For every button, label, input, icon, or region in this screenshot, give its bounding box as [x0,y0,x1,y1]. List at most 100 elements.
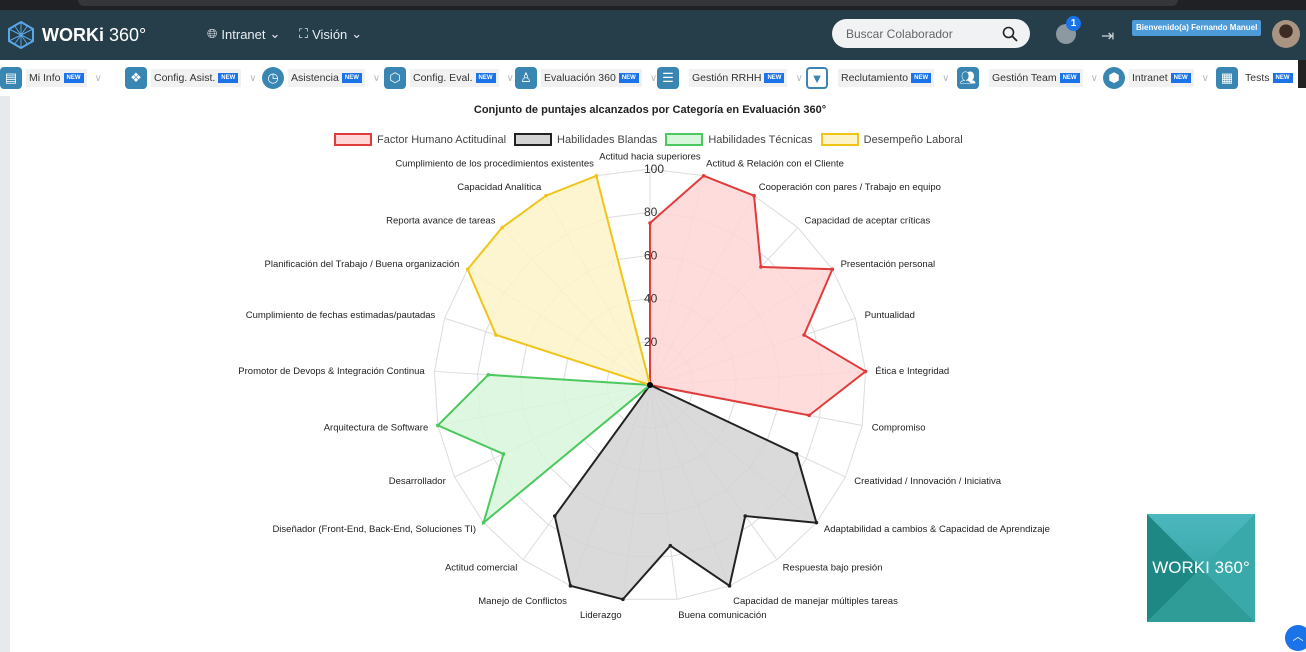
new-badge: NEW [475,73,496,83]
axis-label: Capacidad de aceptar críticas [805,215,931,226]
nav-item-gestion-team[interactable]: 👥︎ Gestión Team NEW ∨ [957,66,1098,90]
data-point [544,193,548,198]
data-point [552,514,557,518]
stack-icon: ☰ [657,67,679,89]
chevron-down-icon[interactable]: ∨ [1201,72,1209,84]
nav-item-config-asist[interactable]: ❖ Config. Asist. NEW ∨ [125,66,257,90]
nav-item-label: Config. Eval. NEW [410,69,499,87]
data-point [759,265,763,269]
data-point [501,452,506,456]
nav-item-label: Tests NEW [1242,69,1296,87]
data-point [436,423,440,428]
chevron-down-icon[interactable]: ∨ [1090,72,1098,84]
legend-item[interactable]: Habilidades Técnicas [665,133,813,146]
data-point [668,543,673,548]
clock-icon: ◷ [262,67,284,89]
chevron-down-icon[interactable]: ∨ [795,72,803,84]
data-point [814,520,819,525]
chevron-down-icon[interactable]: ∨ [94,72,102,84]
axis-label: Desarrollador [389,476,446,487]
nav-item-mi-info[interactable]: ▤ Mi Info NEW ∨ [0,66,102,90]
series-area-2 [436,373,653,526]
axis-label: Actitud comercial [445,563,517,574]
nav-item-reclutamiento[interactable]: ▼ Reclutamiento NEW ∨ [806,66,949,90]
axis-label: Diseñador (Front-End, Back-End, Solucion… [272,524,476,535]
new-badge: NEW [218,73,239,83]
nav-item-asistencia[interactable]: ◷ Asistencia NEW ∨ [262,66,380,90]
legend-swatch [334,133,372,146]
worki-watermark-logo: WORKI 360° [1147,514,1255,622]
legend-swatch [820,133,859,146]
data-point [481,520,486,525]
nav-item-intranet[interactable]: ⬢ Intranet NEW ∨ [1103,66,1209,90]
nav-item-config-eval[interactable]: ⬡ Config. Eval. NEW ∨ [384,66,514,90]
notification-badge: 1 [1066,16,1081,31]
axis-label: Cumplimiento de los procedimientos exist… [395,158,594,169]
nav-label: Visión [312,26,348,42]
nav-item-label: Intranet NEW [1129,69,1194,87]
top-header: WORKi 360° 🌐︎Intranet⌄ ⛶Visión⌄ 1 ⇥ Bien… [0,10,1306,60]
scrollbar-edge [1298,60,1306,88]
data-point [594,173,599,178]
center-point [647,382,653,388]
axis-label: Arquitectura de Software [324,422,429,433]
chevron-up-icon: ︿ [1292,631,1304,643]
chevron-down-icon[interactable]: ∨ [372,72,381,84]
series-area-0 [649,174,868,417]
data-point [830,267,835,272]
axis-label: Puntualidad [865,310,915,321]
axis-label: Presentación personal [841,259,936,270]
axis-label: Cumplimiento de fechas estimadas/pautada… [246,310,436,321]
series-area-3 [466,174,652,387]
nav-item-evaluacion-360[interactable]: ♙ Evaluación 360 NEW ∨ [515,66,657,90]
data-point [701,173,706,178]
module-navbar: ▤ Mi Info NEW ∨ ❖ Config. Asist. NEW ∨ ◷ Asiste… [0,60,1306,96]
axis-label: Creatividad / Innovación / Iniciativa [854,476,1002,487]
nav-item-label: Gestión RRHH NEW [689,69,788,87]
axis-label: Actitud & Relación con el Cliente [706,158,844,169]
chevron-down-icon[interactable]: ∨ [942,72,950,84]
tick-label: 100 [644,162,664,176]
chevron-down-icon[interactable]: ∨ [506,72,514,84]
app-logo[interactable]: WORKi 360° [6,20,146,50]
grid-icon: ▦ [1216,67,1238,89]
award-icon: ♙ [515,67,537,89]
data-point [486,373,491,377]
legend-item[interactable]: Desempeño Laboral [820,133,963,146]
nav-item-label: Config. Asist. NEW [151,69,242,87]
chevron-down-icon[interactable]: ∨ [649,72,658,84]
search-icon[interactable] [1002,26,1018,42]
logout-icon[interactable]: ⇥ [1101,28,1115,45]
network-icon: ⬢ [1103,67,1125,89]
data-point [807,413,811,418]
search-input[interactable] [846,26,996,41]
chevron-down-icon: ⌄ [269,26,281,41]
chevron-down-icon[interactable]: ∨ [249,72,257,84]
data-point [465,267,470,272]
axis-label: Adaptabilidad a cambios & Capacidad de A… [824,524,1050,535]
legend-label: Factor Humano Actitudinal [377,133,507,146]
axis-label: Ética e Integridad [875,366,949,377]
nav-label: Intranet [221,26,266,42]
avatar[interactable] [1272,20,1300,48]
nav-vision[interactable]: ⛶ Visión ⌄ [299,26,362,42]
new-badge: NEW [1059,73,1080,83]
axis-label: Manejo de Conflictos [478,596,567,607]
legend-item[interactable]: Habilidades Blandas [514,133,657,146]
chevron-down-icon: ⌄ [351,26,363,41]
new-badge: NEW [63,73,84,83]
nav-item-tests[interactable]: ▦ Tests NEW [1216,66,1296,90]
axis-label: Reporta avance de tareas [386,215,496,226]
nav-intranet[interactable]: 🌐︎ Intranet ⌄ [207,26,280,42]
data-point [752,193,756,198]
legend-item[interactable]: Factor Humano Actitudinal [334,133,506,146]
scroll-to-top-button[interactable]: ︿ [1285,625,1306,651]
nav-item-gestion-rrhh[interactable]: ☰ Gestión RRHH NEW ∨ [657,66,803,90]
nav-item-label: Asistencia NEW [288,69,365,87]
new-badge: NEW [1170,73,1191,83]
left-sidebar-strip [0,96,10,652]
brand-name: WORKi 360° [42,24,147,45]
welcome-badge: Bienvenido(a) Fernando Manuel [1132,20,1262,36]
tick-label: 20 [644,335,658,349]
